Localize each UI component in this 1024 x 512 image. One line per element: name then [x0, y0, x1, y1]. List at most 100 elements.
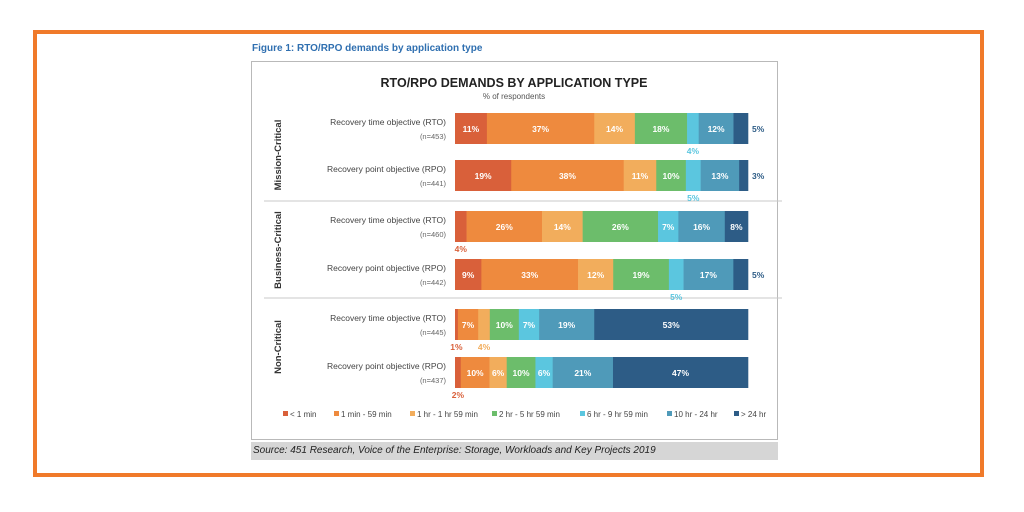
bar-segment — [668, 259, 684, 290]
data-label: 26% — [612, 222, 629, 232]
row-n: (n=460) — [420, 230, 447, 239]
bar-segment — [578, 259, 614, 290]
row-label: Recovery time objective (RTO) — [330, 215, 446, 225]
data-label: 53% — [663, 320, 680, 330]
legend-swatch — [492, 411, 497, 416]
data-label: 16% — [693, 222, 710, 232]
bar-segment — [685, 160, 701, 191]
legend-label: > 24 hr — [741, 410, 766, 419]
data-label: 6% — [492, 368, 505, 378]
row-label: Recovery time objective (RTO) — [330, 117, 446, 127]
bar-segment — [511, 160, 624, 191]
data-label: 11% — [463, 124, 480, 134]
bar-segment — [542, 211, 583, 242]
legend-label: 1 hr - 1 hr 59 min — [417, 410, 478, 419]
legend-swatch — [334, 411, 339, 416]
legend-label: < 1 min — [290, 410, 316, 419]
data-label: 19% — [475, 171, 492, 181]
bar-segment — [683, 259, 734, 290]
legend-label: 6 hr - 9 hr 59 min — [587, 410, 648, 419]
data-label: 10% — [496, 320, 513, 330]
data-label: 7% — [523, 320, 536, 330]
data-label: 38% — [559, 171, 576, 181]
data-label: 14% — [554, 222, 571, 232]
bar-segment — [455, 357, 462, 388]
bar-segment — [535, 357, 553, 388]
bar-segment — [623, 160, 657, 191]
legend-label: 1 min - 59 min — [341, 410, 392, 419]
bar-segment — [594, 309, 749, 340]
bar-segment — [481, 259, 579, 290]
data-label: 9% — [462, 270, 475, 280]
data-label: 4% — [478, 342, 491, 352]
data-label: 6% — [538, 368, 551, 378]
row-n: (n=441) — [420, 179, 447, 188]
data-label: 12% — [708, 124, 725, 134]
row-label: Recovery point objective (RPO) — [327, 263, 446, 273]
bar-segment — [656, 160, 687, 191]
legend-swatch — [667, 411, 672, 416]
bar-segment — [687, 113, 699, 144]
data-label: 5% — [687, 193, 700, 203]
data-label: 12% — [587, 270, 604, 280]
data-label: 37% — [532, 124, 549, 134]
row-n: (n=445) — [420, 328, 447, 337]
source-note: Source: 451 Research, Voice of the Enter… — [251, 442, 778, 460]
data-label: 5% — [752, 270, 765, 280]
data-label: 4% — [455, 244, 468, 254]
data-label: 10% — [467, 368, 484, 378]
data-label: 47% — [672, 368, 689, 378]
bar-segment — [455, 160, 512, 191]
figure-title: Figure 1: RTO/RPO demands by application… — [252, 43, 483, 54]
bar-segment — [539, 309, 595, 340]
data-label: 13% — [711, 171, 728, 181]
bar-segment — [739, 160, 749, 191]
bar-segment — [506, 357, 536, 388]
group-label: Mission-Critical — [273, 120, 284, 191]
data-label: 10% — [663, 171, 680, 181]
row-n: (n=453) — [420, 132, 447, 141]
row-label: Recovery point objective (RPO) — [327, 361, 446, 371]
row-label: Recovery point objective (RPO) — [327, 164, 446, 174]
bar-segment — [658, 211, 679, 242]
data-label: 19% — [558, 320, 575, 330]
bar-segment — [478, 309, 491, 340]
bar-segment — [698, 113, 734, 144]
data-label: 7% — [462, 320, 475, 330]
orange-frame — [33, 30, 984, 477]
bar-segment — [582, 211, 659, 242]
bar-segment — [552, 357, 614, 388]
legend-swatch — [734, 411, 739, 416]
legend-swatch — [580, 411, 585, 416]
bar-segment — [486, 113, 595, 144]
bar-segment — [594, 113, 636, 144]
row-label: Recovery time objective (RTO) — [330, 313, 446, 323]
data-label: 18% — [652, 124, 669, 134]
data-label: 5% — [752, 124, 765, 134]
legend-swatch — [283, 411, 288, 416]
group-label: Business-Critical — [273, 211, 284, 289]
legend-label: 2 hr - 5 hr 59 min — [499, 410, 560, 419]
data-label: 33% — [521, 270, 538, 280]
bar-segment — [455, 113, 488, 144]
data-label: 19% — [633, 270, 650, 280]
bar-segment — [455, 211, 467, 242]
chart-title: RTO/RPO DEMANDS BY APPLICATION TYPE — [381, 76, 648, 90]
data-label: 10% — [513, 368, 530, 378]
data-label: 1% — [450, 342, 463, 352]
row-n: (n=442) — [420, 278, 447, 287]
bar-segment — [455, 259, 482, 290]
bar-segment — [466, 211, 543, 242]
bar-segment — [460, 357, 490, 388]
data-label: 14% — [606, 124, 623, 134]
legend-swatch — [410, 411, 415, 416]
chart-subtitle: % of respondents — [483, 92, 545, 101]
data-label: 26% — [496, 222, 513, 232]
bar-segment — [518, 309, 540, 340]
legend-label: 10 hr - 24 hr — [674, 410, 718, 419]
bar-segment — [724, 211, 749, 242]
bar-segment — [489, 357, 508, 388]
bar-segment — [457, 309, 479, 340]
data-label: 3% — [752, 171, 765, 181]
